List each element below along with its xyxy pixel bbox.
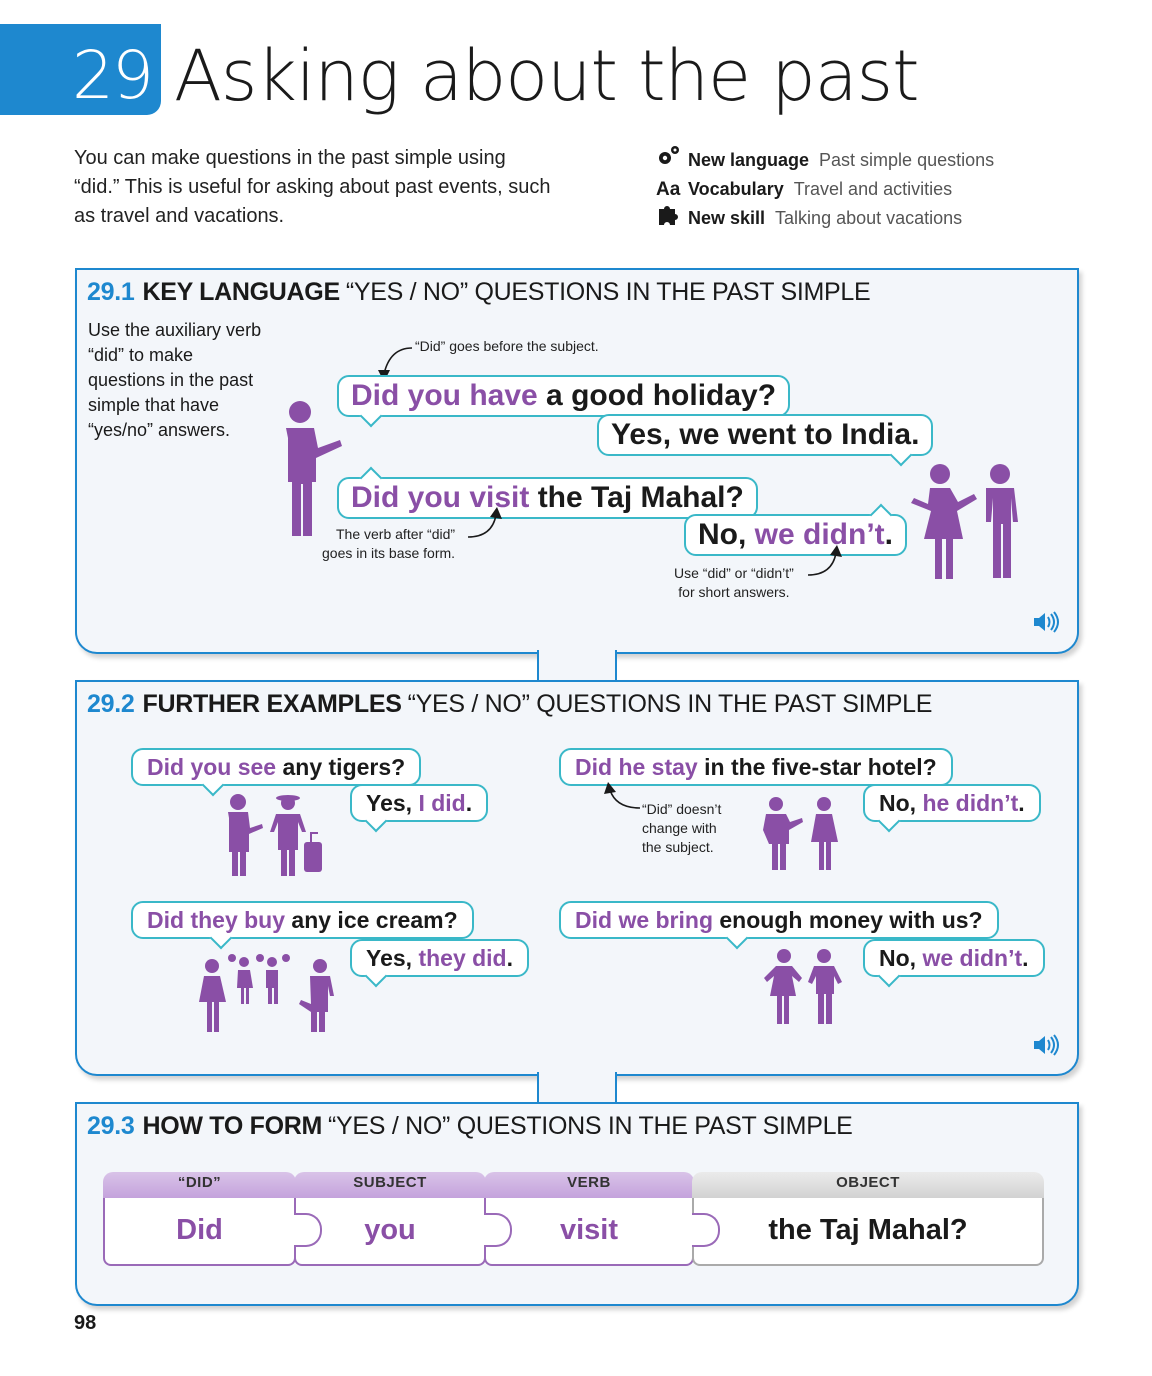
meta-label: Vocabulary	[688, 179, 784, 199]
puzzle-knob	[484, 1213, 512, 1247]
page-number: 98	[74, 1312, 97, 1334]
speaker-icon[interactable]	[1032, 1033, 1060, 1057]
gears-icon	[656, 144, 688, 177]
tile-caption: VERB	[484, 1172, 694, 1198]
meta-new-skill: New skill Talking about vacations	[656, 204, 994, 233]
arrow-icon	[467, 507, 502, 538]
meta-value: Past simple questions	[819, 150, 995, 170]
formula-tile-object: OBJECT the Taj Mahal?	[692, 1172, 1044, 1266]
couple-figure-icon	[764, 949, 842, 1024]
couple-figure-icon	[763, 797, 838, 870]
meta-new-language: New language Past simple questions	[656, 146, 994, 175]
panel-connector	[537, 1072, 617, 1102]
section-heading: 29.3 HOW TO FORM “YES / NO” QUESTIONS IN T…	[87, 1112, 853, 1141]
intro-text: You can make questions in the past simpl…	[74, 147, 551, 227]
answer-bubble: Yes, we went to India.	[597, 414, 934, 467]
section-heading: 29.2 FURTHER EXAMPLES “YES / NO” QUESTIONS…	[87, 690, 932, 719]
answer-bubble: Yes, I did.	[350, 784, 489, 833]
page-title: Asking about the past	[174, 35, 920, 117]
section-key: HOW TO FORM	[142, 1112, 323, 1140]
question-bubble: Did they buy any ice cream?	[131, 901, 474, 950]
couple-figure-icon	[911, 464, 1018, 579]
answer-bubble: No, he didn’t.	[863, 784, 1041, 833]
tile-caption: SUBJECT	[294, 1172, 486, 1198]
tile-value: the Taj Mahal?	[692, 1198, 1044, 1266]
note-did-before: “Did” goes before the subject.	[415, 338, 599, 354]
answer-bubble: Yes, they did.	[350, 939, 529, 988]
note-base-form: The verb after “did” goes in its base fo…	[322, 526, 456, 561]
unit-number: 29	[72, 37, 154, 114]
group-figure-icon	[199, 954, 334, 1032]
note-short-answers: Use “did” or “didn’t” for short answers.	[674, 565, 794, 600]
section-number: 29.1	[87, 278, 135, 306]
meta-value: Talking about vacations	[775, 208, 963, 228]
note-subject: “Did” doesn’t change with the subject.	[642, 801, 722, 855]
section-heading: 29.1 KEY LANGUAGE “YES / NO” QUESTIONS IN …	[87, 278, 871, 307]
question-bubble: Did you have a good holiday?	[337, 375, 791, 428]
formula-tile-verb: VERB visit	[484, 1172, 694, 1266]
meta-label: New language	[688, 150, 810, 170]
puzzle-knob	[692, 1213, 720, 1247]
formula-tile-did: “DID” Did	[103, 1172, 296, 1266]
arrow-icon	[604, 782, 641, 809]
speaker-icon[interactable]	[1032, 610, 1060, 634]
section-key: KEY LANGUAGE	[142, 278, 340, 306]
question-bubble: Did you visit the Taj Mahal?	[337, 466, 758, 519]
unit-badge	[0, 24, 161, 115]
answer-bubble: No, we didn’t.	[684, 503, 908, 556]
meta-vocabulary: Aa Vocabulary Travel and activities	[656, 175, 994, 204]
question-bubble: Did we bring enough money with us?	[559, 901, 999, 950]
tile-caption: OBJECT	[692, 1172, 1044, 1198]
section-title: “YES / NO” QUESTIONS IN THE PAST SIMPLE	[345, 278, 871, 306]
meta-box: New language Past simple questions Aa Vo…	[656, 146, 994, 233]
section-number: 29.3	[87, 1112, 135, 1140]
tile-caption: “DID”	[103, 1172, 296, 1198]
arrow-icon	[807, 545, 842, 576]
section-title: “YES / NO” QUESTIONS IN THE PAST SIMPLE	[328, 1112, 853, 1140]
section-key: FURTHER EXAMPLES	[142, 690, 402, 718]
answer-bubble: No, we didn’t.	[863, 939, 1045, 988]
section-number: 29.2	[87, 690, 135, 718]
formula-tile-subject: SUBJECT you	[294, 1172, 486, 1266]
tile-value: visit	[484, 1198, 694, 1266]
section-title: “YES / NO” QUESTIONS IN THE PAST SIMPLE	[407, 690, 933, 718]
meta-label: New skill	[688, 208, 766, 228]
side-note: Use the auxiliary verb “did” to make que…	[88, 320, 262, 440]
vocabulary-aa-icon: Aa	[656, 179, 681, 200]
question-bubble: Did you see any tigers?	[131, 748, 422, 797]
puzzle-knob	[294, 1213, 322, 1247]
meta-value: Travel and activities	[793, 179, 953, 199]
puzzle-icon	[656, 202, 688, 235]
man-figure-icon	[286, 401, 342, 536]
traveler-figure-icon	[228, 794, 322, 876]
question-bubble: Did he stay in the five-star hotel?	[559, 748, 953, 786]
tile-value: Did	[103, 1198, 296, 1266]
tile-value: you	[294, 1198, 486, 1266]
panel-connector	[537, 650, 617, 680]
